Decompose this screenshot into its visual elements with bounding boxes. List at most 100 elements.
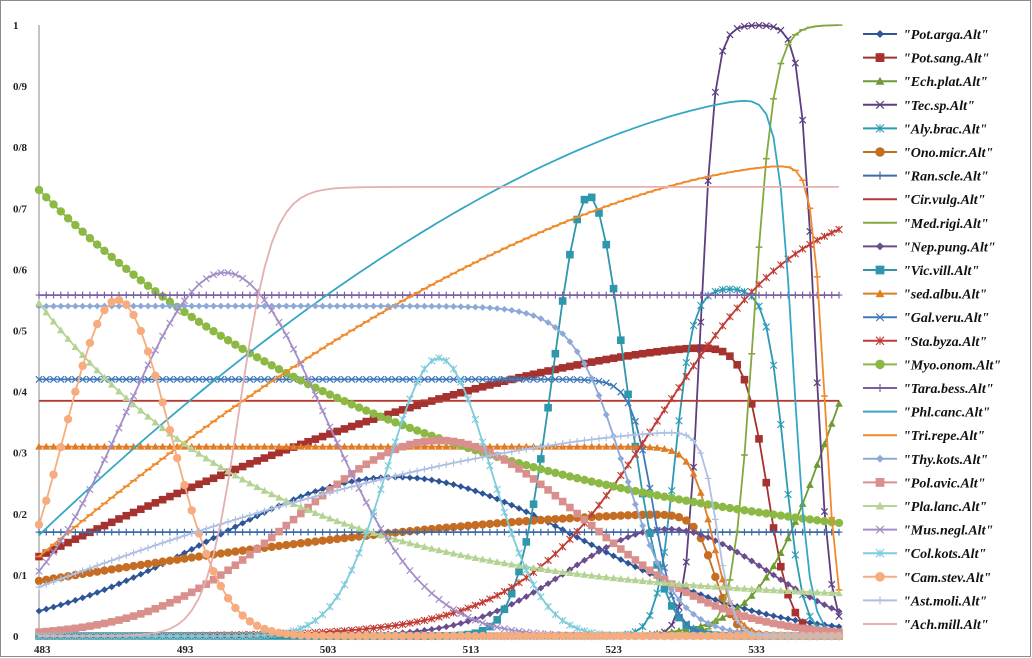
data-point [297,497,305,504]
data-point [370,291,377,299]
data-point [210,522,217,530]
data-point [696,631,706,641]
data-point [762,291,770,299]
data-point [101,559,108,567]
data-point [384,448,392,457]
data-point [777,586,785,594]
data-point [245,617,255,626]
data-point [86,485,94,494]
data-point [427,356,436,365]
data-point [471,442,480,451]
data-point [268,306,276,315]
data-point [798,624,807,633]
data-point [522,538,531,546]
data-point [515,373,523,382]
data-point [704,593,712,601]
data-point [551,349,560,358]
legend-label: "Nep.pung.Alt" [903,240,996,255]
data-point [602,434,610,442]
data-point [239,291,247,299]
data-point [217,269,225,277]
data-point [537,565,545,572]
data-point [122,394,131,402]
data-point [442,461,450,468]
data-point [471,487,479,495]
data-point [595,209,603,217]
data-point [515,447,523,454]
legend-marker [875,100,885,110]
data-point [71,220,80,230]
legend-marker [875,359,885,370]
data-point [129,310,138,320]
data-point [435,375,443,384]
data-point [529,580,538,589]
data-point [64,375,72,384]
data-point [35,583,43,591]
legend-item: "Med.rigi.Alt" [863,217,989,232]
data-point [653,429,661,437]
data-point [355,375,363,384]
data-point [733,584,741,592]
data-point [64,442,72,450]
data-point [275,442,283,450]
data-point [115,387,123,395]
data-point [653,526,661,534]
data-point [224,375,232,384]
series-18 [35,165,843,591]
data-point [114,564,124,573]
data-point [609,539,618,548]
data-point [406,539,414,547]
data-point [507,560,516,568]
data-point [333,480,341,489]
data-point [617,455,625,463]
data-point [413,474,421,482]
data-point [377,291,385,299]
data-point [318,631,327,641]
data-point [617,291,625,299]
data-point [719,540,727,548]
data-point [100,442,109,450]
data-point [93,302,101,310]
legend-item: "Vic.vill.Alt" [863,264,979,279]
data-point [151,302,159,310]
data-point [471,291,479,299]
data-point [420,365,429,373]
data-point [71,624,80,633]
data-point [49,442,58,450]
data-point [209,375,218,384]
y-tick-label: 0/2 [13,509,28,521]
data-point [631,486,640,496]
data-point [311,291,319,299]
data-point [515,504,523,512]
legend-marker [875,312,885,322]
legend-marker [875,572,885,582]
data-point [231,340,240,349]
data-point [420,375,429,384]
data-point [777,621,785,629]
data-point [86,591,94,599]
data-point [151,604,160,613]
data-point [573,561,581,569]
data-point [202,525,210,533]
data-point [71,302,79,310]
data-point [267,361,276,370]
data-point [35,442,43,450]
data-point [398,442,407,451]
data-point [275,318,283,326]
data-point [675,613,683,622]
data-point [559,330,567,338]
data-point [493,591,501,600]
y-tick-label: 0/5 [13,326,28,338]
data-point [376,631,386,641]
data-point [289,515,298,524]
data-point [442,436,451,445]
data-point [173,291,181,299]
legend-label: "Tec.sp.Alt" [903,99,975,114]
data-point [260,375,269,384]
data-point [631,291,639,299]
data-point [769,361,778,370]
data-point [471,528,479,536]
series-26 [39,186,839,637]
data-point [515,308,523,315]
data-point [733,24,741,33]
